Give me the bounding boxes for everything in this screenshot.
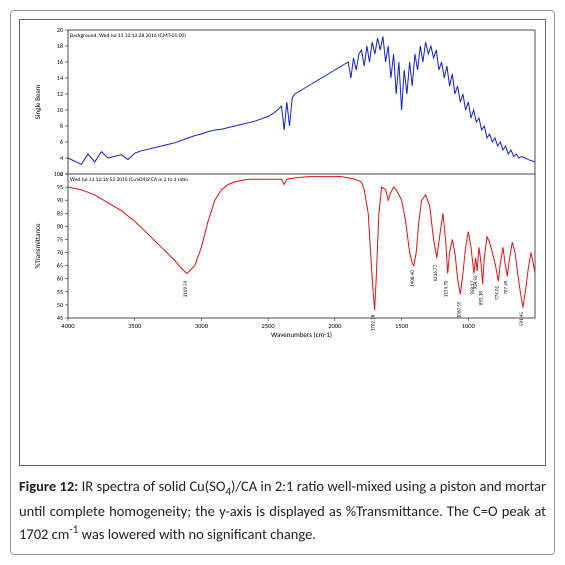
chart-svg: 2468101214161820Background, Wed Jul 13 1… [20,20,545,340]
svg-text:8: 8 [60,122,63,130]
caption-p1: IR spectra of solid Cu(SO [82,477,226,495]
svg-text:1500: 1500 [395,322,409,330]
svg-text:80: 80 [57,222,63,230]
svg-text:55: 55 [57,288,63,296]
svg-text:893.18: 893.18 [479,291,485,305]
caption-p3: was lowered with no significant change. [82,525,316,543]
svg-text:14: 14 [57,74,63,82]
svg-text:3500: 3500 [128,322,142,330]
svg-text:3000: 3000 [195,322,209,330]
svg-text:45: 45 [57,314,63,322]
svg-text:65: 65 [57,262,63,270]
svg-text:60: 60 [57,275,63,283]
figure-number: Figure 12: [19,477,78,495]
svg-text:18: 18 [57,42,63,50]
svg-text:16: 16 [57,58,63,66]
svg-text:4000: 4000 [61,322,75,330]
svg-text:70: 70 [57,249,63,257]
svg-text:6: 6 [60,138,63,146]
svg-text:1702.18: 1702.18 [371,314,377,331]
svg-text:50: 50 [57,301,63,309]
svg-text:12: 12 [57,90,63,98]
svg-text:Background, Wed Jul 13 12:13:2: Background, Wed Jul 13 12:13:28 2016 (GM… [70,32,186,39]
svg-text:2500: 2500 [262,322,276,330]
svg-text:1060.55: 1060.55 [456,301,462,318]
svg-text:2000: 2000 [328,322,342,330]
svg-text:1408.40: 1408.40 [410,270,416,287]
svg-text:707.49: 707.49 [503,280,509,294]
svg-text:934.50: 934.50 [473,275,479,289]
svg-text:75: 75 [57,235,63,243]
sup-neg1: -1 [69,523,78,536]
svg-text:1000: 1000 [462,322,476,330]
svg-text:3109.59: 3109.59 [183,280,189,297]
svg-text:Wed Jul 13 12:16:52 2016 (CuSO: Wed Jul 13 12:16:52 2016 (CuSO4)2 CA in … [70,176,188,183]
svg-text:95: 95 [57,183,63,191]
svg-text:%Transmittance: %Transmittance [33,223,42,269]
svg-text:Single Beam: Single Beam [33,84,42,119]
figure-container: 2468101214161820Background, Wed Jul 13 1… [10,10,555,555]
svg-text:90: 90 [57,196,63,204]
svg-text:85: 85 [57,209,63,217]
svg-text:774.01: 774.01 [494,286,500,300]
spectrum-chart: 2468101214161820Background, Wed Jul 13 1… [19,19,546,466]
svg-text:Wavenumbers (cm-1): Wavenumbers (cm-1) [271,330,332,339]
svg-text:1236.77: 1236.77 [433,265,439,282]
svg-text:10: 10 [57,106,63,114]
svg-text:100: 100 [54,170,63,178]
svg-text:1154.70: 1154.70 [444,280,450,297]
svg-text:4: 4 [60,154,63,162]
figure-caption: Figure 12: IR spectra of solid Cu(SO4)/C… [19,476,546,546]
svg-text:591.45: 591.45 [519,312,525,326]
svg-text:20: 20 [57,26,63,34]
